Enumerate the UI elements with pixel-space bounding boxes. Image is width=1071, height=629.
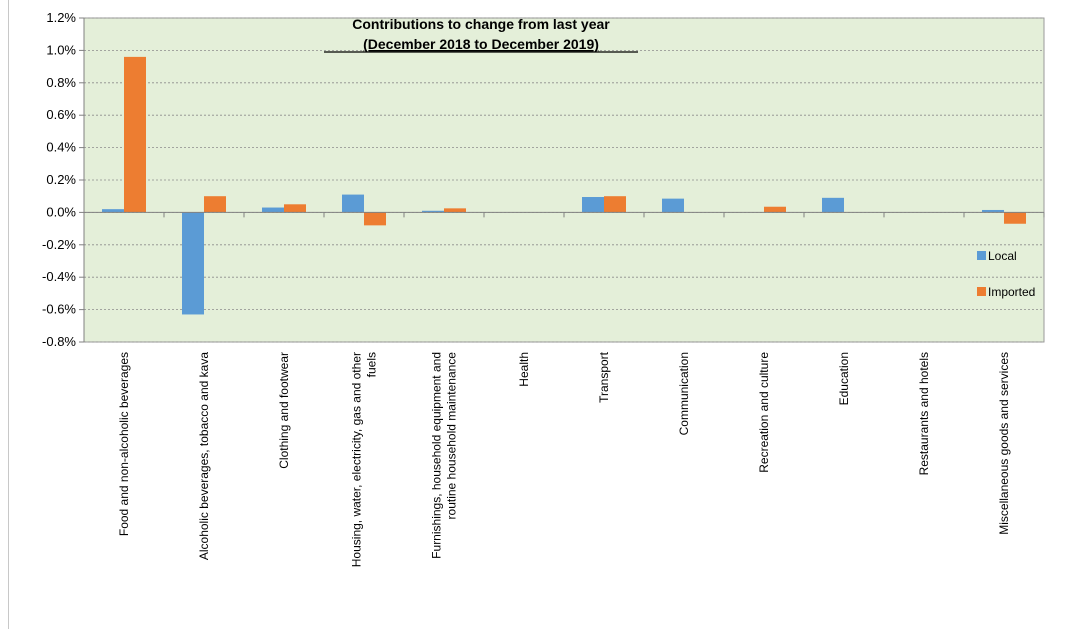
- bar-local-7: [662, 198, 684, 213]
- y-tick-label: 1.0%: [46, 42, 76, 57]
- category-label: fuels: [365, 352, 379, 377]
- legend-label-local: Local: [988, 249, 1017, 263]
- chart-title: Contributions to change from last year: [352, 16, 610, 32]
- category-label: Alcoholic beverages, tobacco and kava: [197, 352, 211, 560]
- bar-local-4: [422, 210, 444, 213]
- bar-imported-8: [764, 206, 786, 213]
- bar-imported-6: [604, 196, 626, 213]
- chart-frame: 1.2% 1.0% 0.8% 0.6% 0.4% 0.2% 0.0% -0.2% -0.4% -0…: [8, 0, 1071, 629]
- bar-local-0: [102, 209, 124, 213]
- y-tick-label: 0.8%: [46, 75, 76, 90]
- bar-local-2: [262, 207, 284, 213]
- y-tick-label: 0.0%: [46, 204, 76, 219]
- y-tick-label: 0.4%: [46, 140, 76, 155]
- category-label: Furnishings, household equipment and: [430, 352, 444, 559]
- bar-imported-11: [1004, 212, 1026, 224]
- category-label: routine household maintenance: [445, 352, 459, 520]
- category-label: Health: [517, 352, 531, 387]
- legend-swatch-local: [977, 251, 986, 260]
- bar-local-3: [342, 194, 364, 213]
- y-tick-label: 1.2%: [46, 10, 76, 25]
- category-label: Communication: [677, 352, 691, 435]
- bar-imported-0: [124, 56, 146, 213]
- legend-swatch-imported: [977, 287, 986, 296]
- bar-imported-4: [444, 208, 466, 213]
- category-label: Food and non-alcoholic beverages: [117, 352, 131, 536]
- chart-subtitle: (December 2018 to December 2019): [363, 36, 599, 52]
- legend-label-imported: Imported: [988, 285, 1035, 299]
- category-label: Housing, water, electricity, gas and oth…: [350, 352, 364, 567]
- category-label: Clothing and footwear: [277, 352, 291, 469]
- y-tick-label: -0.8%: [42, 334, 76, 349]
- chart-svg: 1.2% 1.0% 0.8% 0.6% 0.4% 0.2% 0.0% -0.2% -0.4% -0…: [42, 10, 1045, 567]
- bar-local-11: [982, 209, 1004, 213]
- bar-imported-1: [204, 196, 226, 213]
- category-label: Miscellaneous goods and services: [997, 352, 1011, 535]
- y-tick-label: 0.2%: [46, 172, 76, 187]
- category-label: Restaurants and hotels: [917, 352, 931, 475]
- category-label: Education: [837, 352, 851, 405]
- bar-local-6: [582, 197, 604, 213]
- category-label: Recreation and culture: [757, 352, 771, 473]
- y-tick-label: 0.6%: [46, 107, 76, 122]
- y-tick-label: -0.4%: [42, 269, 76, 284]
- bar-local-9: [822, 197, 844, 213]
- y-tick-label: -0.2%: [42, 237, 76, 252]
- bar-imported-3: [364, 212, 386, 226]
- category-label: Transport: [597, 351, 611, 403]
- bar-local-1: [182, 212, 204, 315]
- bar-imported-2: [284, 204, 306, 213]
- y-tick-label: -0.6%: [42, 302, 76, 317]
